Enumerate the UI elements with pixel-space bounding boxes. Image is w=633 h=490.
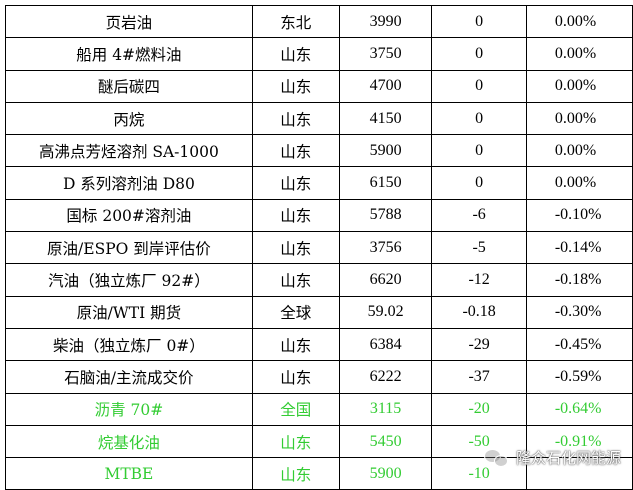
watermark-text: 隆众石化网能源 bbox=[515, 449, 621, 467]
price-cell: 5788 bbox=[338, 198, 433, 233]
region-cell: 山东 bbox=[251, 231, 340, 265]
product-name-cell: 丙烷 bbox=[5, 101, 253, 136]
change-cell: -12 bbox=[431, 263, 527, 297]
region-cell: 山东 bbox=[251, 101, 340, 136]
change-percent-cell: 0.00% bbox=[525, 4, 633, 39]
table-row: MTBE 山东 5900 -10 bbox=[5, 457, 633, 490]
price-cell: 6222 bbox=[338, 360, 433, 394]
change-cell: 0 bbox=[431, 4, 527, 39]
table-row: 原油/ESPO 到岸评估价 山东 3756 -5 -0.14% bbox=[5, 231, 633, 265]
change-percent-cell: -0.91% bbox=[525, 424, 633, 459]
table-row: 丙烷 山东 4150 0 0.00% bbox=[5, 101, 633, 136]
change-percent-cell: 0.00% bbox=[525, 69, 633, 103]
price-cell: 5450 bbox=[338, 424, 433, 459]
change-percent-cell: -0.14% bbox=[525, 231, 633, 265]
price-cell: 59.02 bbox=[338, 295, 433, 329]
price-cell: 6150 bbox=[338, 166, 433, 200]
product-name-cell: 汽油（独立炼厂 92#） bbox=[5, 263, 253, 297]
change-cell: -37 bbox=[431, 360, 527, 394]
product-name-cell: 柴油（独立炼厂 0#） bbox=[5, 327, 253, 362]
price-cell: 3750 bbox=[338, 37, 433, 71]
product-name-cell: 醚后碳四 bbox=[5, 69, 253, 103]
product-name-cell: MTBE bbox=[5, 457, 253, 490]
source-watermark: 隆众石化网能源 bbox=[478, 445, 627, 470]
change-cell: 0 bbox=[431, 101, 527, 136]
price-table-body: 页岩油 东北 3990 0 0.00% 船用 4#燃料油 山东 3750 0 0.00% 醚后碳四山… bbox=[5, 4, 633, 490]
region-cell: 山东 bbox=[251, 360, 340, 394]
change-cell: -6 bbox=[431, 198, 527, 233]
region-cell: 东北 bbox=[251, 4, 340, 39]
table-row: 国标 200#溶剂油 山东 5788 -6 -0.10% bbox=[5, 198, 633, 233]
table-row: 高沸点芳烃溶剂 SA-1000 山东 5900 0 0.00% bbox=[5, 134, 633, 168]
product-name-cell: 原油/ESPO 到岸评估价 bbox=[5, 231, 253, 265]
region-cell: 山东 bbox=[251, 327, 340, 362]
change-percent-cell: -0.59% bbox=[525, 360, 633, 394]
region-cell: 全国 bbox=[251, 392, 340, 426]
product-name-cell: 石脑油/主流成交价 bbox=[5, 360, 253, 394]
table-row: 原油/WTI 期货 全球 59.02 -0.18 -0.30% bbox=[5, 295, 633, 329]
table-row: D 系列溶剂油 D80 山东 6150 0 0.00% bbox=[5, 166, 633, 200]
change-cell: -20 bbox=[431, 392, 527, 426]
region-cell: 山东 bbox=[251, 37, 340, 71]
price-table: 页岩油 东北 3990 0 0.00% 船用 4#燃料油 山东 3750 0 0.00% 醚后碳四山… bbox=[5, 4, 633, 490]
price-cell: 6384 bbox=[338, 327, 433, 362]
table-row: 烷基化油 山东 5450 -50 -0.91% bbox=[5, 424, 633, 459]
product-name-cell: 原油/WTI 期货 bbox=[5, 295, 253, 329]
table-row: 柴油（独立炼厂 0#） 山东 6384 -29 -0.45% bbox=[5, 327, 633, 362]
change-percent-cell: 0.00% bbox=[525, 134, 633, 168]
table-row: 醚后碳四 山东 4700 0 0.00% bbox=[5, 69, 633, 103]
change-percent-cell: 0.00% bbox=[525, 101, 633, 136]
product-name-cell: 烷基化油 bbox=[5, 424, 253, 459]
region-cell: 山东 bbox=[251, 457, 340, 490]
change-cell: -5 bbox=[431, 231, 527, 265]
price-cell: 4150 bbox=[338, 101, 433, 136]
price-cell: 6620 bbox=[338, 263, 433, 297]
change-percent-cell: -0.64% bbox=[525, 392, 633, 426]
table-row: 沥青 70# 全国 3115 -20 -0.64% bbox=[5, 392, 633, 426]
change-cell: -29 bbox=[431, 327, 527, 362]
wechat-bubble-small bbox=[493, 454, 508, 467]
change-percent-cell bbox=[525, 457, 633, 490]
change-percent-cell: -0.18% bbox=[525, 263, 633, 297]
price-cell: 3756 bbox=[338, 231, 433, 265]
change-percent-cell: -0.10% bbox=[525, 198, 633, 233]
product-name-cell: 页岩油 bbox=[5, 4, 253, 39]
price-cell: 4700 bbox=[338, 69, 433, 103]
product-name-cell: 船用 4#燃料油 bbox=[5, 37, 253, 71]
wechat-icon bbox=[483, 448, 510, 467]
change-percent-cell: -0.30% bbox=[525, 295, 633, 329]
change-percent-cell: 0.00% bbox=[525, 166, 633, 200]
region-cell: 山东 bbox=[251, 263, 340, 297]
price-cell: 3990 bbox=[338, 4, 433, 39]
change-cell: 0 bbox=[431, 69, 527, 103]
price-cell: 3115 bbox=[338, 392, 433, 426]
region-cell: 山东 bbox=[251, 166, 340, 200]
change-percent-cell: -0.45% bbox=[525, 327, 633, 362]
region-cell: 山东 bbox=[251, 198, 340, 233]
change-percent-cell: 0.00% bbox=[525, 37, 633, 71]
change-cell: 0 bbox=[431, 134, 527, 168]
product-name-cell: 沥青 70# bbox=[5, 392, 253, 426]
region-cell: 全球 bbox=[251, 295, 340, 329]
region-cell: 山东 bbox=[251, 134, 340, 168]
product-name-cell: 高沸点芳烃溶剂 SA-1000 bbox=[5, 134, 253, 168]
table-row: 船用 4#燃料油 山东 3750 0 0.00% bbox=[5, 37, 633, 71]
product-name-cell: 国标 200#溶剂油 bbox=[5, 198, 253, 233]
table-row: 石脑油/主流成交价 山东 6222 -37 -0.59% bbox=[5, 360, 633, 394]
change-cell: -10 bbox=[431, 457, 527, 490]
table-row: 页岩油 东北 3990 0 0.00% bbox=[5, 4, 633, 39]
table-row: 汽油（独立炼厂 92#） 山东 6620 -12 -0.18% bbox=[5, 263, 633, 297]
change-cell: 0 bbox=[431, 166, 527, 200]
product-name-cell: D 系列溶剂油 D80 bbox=[5, 166, 253, 200]
region-cell: 山东 bbox=[251, 424, 340, 459]
price-cell: 5900 bbox=[338, 457, 433, 490]
price-cell: 5900 bbox=[338, 134, 433, 168]
change-cell: 0 bbox=[431, 37, 527, 71]
region-cell: 山东 bbox=[251, 69, 340, 103]
change-cell: -0.18 bbox=[431, 295, 527, 329]
change-cell: -50 bbox=[431, 424, 527, 459]
